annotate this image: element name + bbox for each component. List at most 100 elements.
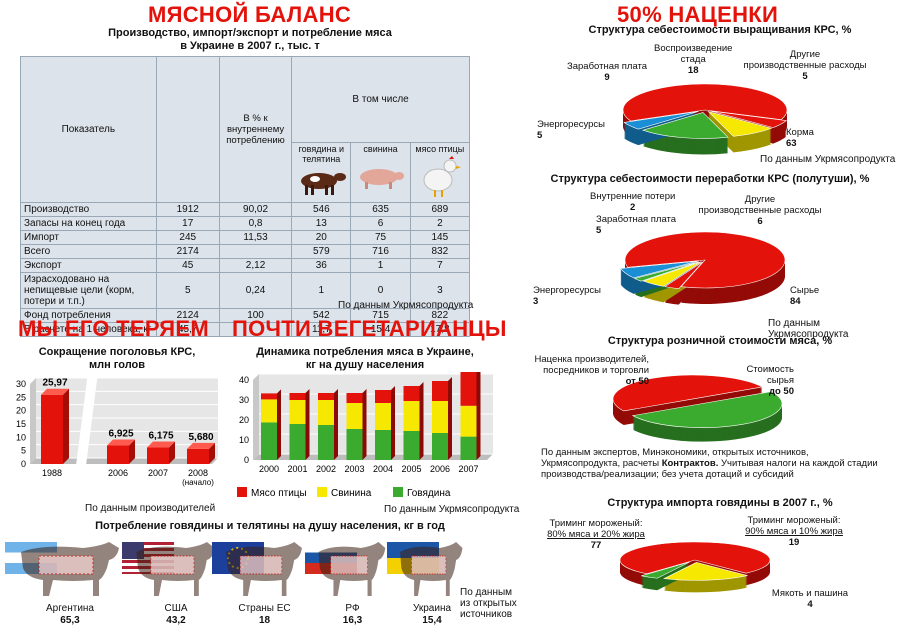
veg-legend-label: Говядина xyxy=(407,488,451,499)
cow-icon xyxy=(400,542,463,596)
herd-bar xyxy=(147,447,169,464)
pie3-note-line1: По данным экспертов, Минэкономики, откры… xyxy=(541,447,809,458)
pie4-label-90-text2: 90% мяса и 10% жира xyxy=(745,526,843,537)
table-cell-share xyxy=(218,244,293,259)
pie4-chart xyxy=(619,541,771,593)
table-row: Всего 2174 579 716 832 xyxy=(20,244,471,259)
herd-ytick: 10 xyxy=(16,432,26,442)
herd-bar-side xyxy=(63,388,69,464)
table-cell-name: Импорт xyxy=(20,230,157,245)
veg-bar-segment xyxy=(289,393,306,400)
veg-bar-segment xyxy=(375,403,391,430)
pie1-label-other-text1: Другие xyxy=(789,49,821,60)
pie3-note-line2-b: Контрактов. xyxy=(661,458,719,469)
herd-value-label: 6,175 xyxy=(148,431,173,442)
veg-bar-segment xyxy=(403,386,420,401)
pie1-source: По данным Укрмясопродукта xyxy=(760,154,896,165)
table-cell-name: Экспорт xyxy=(20,258,157,273)
country-caption: РФ 16,3 xyxy=(313,603,393,627)
veg-category: 2005 xyxy=(401,464,421,474)
veg-title: ПОЧТИ ВЕГЕТАРИАНЦЫ xyxy=(232,316,507,341)
table-cell-total: 45 xyxy=(155,258,220,273)
pie4-label-pulp: Мякоть и пашина 4 xyxy=(765,588,855,610)
herd-ytick: 5 xyxy=(21,446,26,456)
veg-bar-segment xyxy=(460,372,477,406)
cow-icon xyxy=(318,542,386,596)
col-total-blank xyxy=(155,56,220,203)
pie3-label-markup: Наценка производителей, посредников и тор… xyxy=(524,354,649,387)
table-cell-beef: 13 xyxy=(291,216,352,231)
pie4-label-80: Триминг мороженый: 80% мяса и 20% жира 77 xyxy=(540,518,652,551)
herd-category-note: (начало) xyxy=(182,478,214,487)
country-name: Украина xyxy=(412,603,452,614)
pie4-title: Структура импорта говядины в 2007 г., % xyxy=(607,497,833,509)
beefpc-source-2: из открытых xyxy=(460,598,517,609)
beefpc-title: Потребление говядины и телятины на душу … xyxy=(95,520,445,532)
country-name: США xyxy=(164,603,188,614)
pie1-label-other: Другие производственные расходы 5 xyxy=(740,49,870,82)
country-value: 16,3 xyxy=(342,615,363,626)
pie4-label-80-text1: Триминг мороженый: xyxy=(549,518,643,529)
table-cell-poultry: 2 xyxy=(409,216,471,231)
herd-category: 1988 xyxy=(42,468,62,478)
herd-panel-left xyxy=(30,378,36,464)
country-caption: США 43,2 xyxy=(136,603,216,627)
pie2-label-raw-value: 84 xyxy=(790,296,801,307)
herd-ytick: 0 xyxy=(21,459,26,469)
pie1-label-feed-value: 63 xyxy=(786,138,797,149)
beefpc-source-3: источников xyxy=(460,609,513,620)
table-cell-pork: 1 xyxy=(350,258,411,273)
herd-value-label: 6,925 xyxy=(108,429,133,440)
table-cell-name: Запасы на конец года xyxy=(20,216,157,231)
poultry-label: мясо птицы xyxy=(415,144,465,154)
table-cell-beef: 20 xyxy=(291,230,352,245)
table-cell-name: Всего xyxy=(20,244,157,259)
veg-bar-segment xyxy=(403,431,420,460)
veg-bar-segment xyxy=(375,390,391,403)
cow-icon xyxy=(136,542,215,596)
table-cell-share xyxy=(218,322,293,337)
cattle-silhouette xyxy=(13,538,123,598)
pie1-label-herd: Воспроизведение стада 18 xyxy=(654,43,732,76)
pie2-label-raw-text: Сырье xyxy=(790,285,820,296)
country-caption: Аргентина 65,3 xyxy=(30,603,110,627)
pie2-label-other-text1: Другие xyxy=(744,194,776,205)
cattle-silhouette xyxy=(220,538,305,598)
country-value: 43,2 xyxy=(166,615,186,626)
pie3-title: Структура розничной стоимости мяса, % xyxy=(607,335,833,347)
herd-bar-chart: 0 5 10 15 20 25 30 25,97 1988 6,925 2006 6,175 2007 5… xyxy=(16,372,218,497)
table-row: Импорт 245 11,53 20 75 145 xyxy=(20,230,471,245)
veg-legend-swatch xyxy=(393,487,403,497)
pie2-title: Структура себестоимости переработки КРС … xyxy=(550,173,870,185)
veg-bar-segment xyxy=(261,422,277,460)
pie2-source: По данным Укрмясопродукта xyxy=(768,318,849,340)
veg-ytick: 20 xyxy=(239,415,249,425)
herd-ytick: 25 xyxy=(16,392,26,402)
herd-bar-top xyxy=(187,442,215,449)
pie2-label-other: Другие производственные расходы 6 xyxy=(695,194,825,227)
veg-legend-label: Свинина xyxy=(331,488,372,499)
table-row: Запасы на конец года 17 0,8 13 6 2 xyxy=(20,216,471,231)
herd-bar xyxy=(107,445,129,464)
veg-bar-segment xyxy=(318,400,334,425)
cattle-silhouette xyxy=(313,538,388,598)
herd-bar-top xyxy=(147,441,175,448)
table-cell-beef: 11,7 xyxy=(291,322,352,337)
veg-bar-segment xyxy=(346,403,363,429)
pie-slice xyxy=(619,260,698,279)
pie3-label-raw-value: до 50 xyxy=(768,386,794,397)
table-cell-pork: 75 xyxy=(350,230,411,245)
veg-legend-swatch xyxy=(317,487,327,497)
pie2-label-wage: Заработная плата 5 xyxy=(596,214,676,236)
balance-title: МЯСНОЙ БАЛАНС xyxy=(148,2,352,27)
table-cell-total: 2174 xyxy=(155,244,220,259)
table-cell-share: 2,12 xyxy=(218,258,293,273)
pie3-label-markup-text2: посредников и торговли xyxy=(543,365,649,376)
table-cell-share: 0,24 xyxy=(218,272,293,309)
table-cell-pork: 716 xyxy=(350,244,411,259)
pie4-label-pulp-text: Мякоть и пашина xyxy=(771,588,849,599)
veg-bar-side xyxy=(362,389,367,460)
veg-bar-side xyxy=(419,382,424,460)
pie1-label-energy-text: Энергоресурсы xyxy=(537,119,606,130)
table-row: В расчете на 1 человека, кг 45,7 11,7 15,4 1… xyxy=(20,322,471,337)
